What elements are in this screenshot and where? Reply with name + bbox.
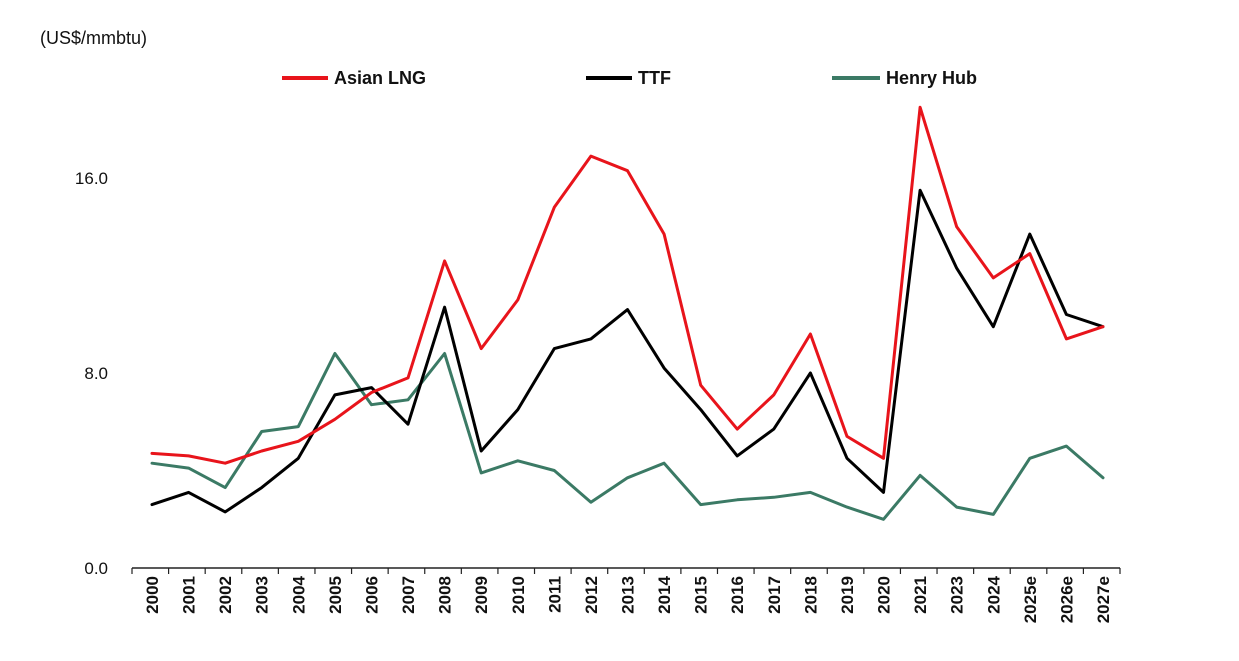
series-line-henry-hub: [150, 352, 1105, 521]
x-tick-label: 2016: [728, 576, 747, 614]
y-tick-label: 8.0: [84, 364, 108, 383]
x-tick-label: 2006: [362, 576, 381, 614]
x-tick-label: 2023: [948, 576, 967, 614]
x-tick-label: 2008: [436, 576, 455, 614]
x-tick-label: 2005: [326, 576, 345, 614]
x-tick-label: 2017: [765, 576, 784, 614]
x-tick-label: 2021: [911, 576, 930, 614]
x-tick-label: 2019: [838, 576, 857, 614]
series-line-asian-lng: [150, 105, 1105, 465]
x-tick-label: 2014: [655, 575, 674, 613]
legend-label-asian-lng: Asian LNG: [334, 68, 426, 88]
x-tick-label: 2004: [289, 575, 308, 613]
x-tick-label: 2025e: [1021, 576, 1040, 623]
x-tick-label: 2001: [180, 576, 199, 614]
x-tick-label: 2024: [984, 575, 1003, 613]
x-tick-label: 2009: [472, 576, 491, 614]
x-tick-label: 2013: [619, 576, 638, 614]
x-tick-label: 2026e: [1057, 576, 1076, 623]
x-tick-label: 2012: [582, 576, 601, 614]
unit-label: (US$/mmbtu): [40, 28, 147, 48]
legend: Asian LNG TTF Henry Hub: [282, 68, 977, 88]
x-tick-label: 2007: [399, 576, 418, 614]
x-tick-label: 2000: [143, 576, 162, 614]
x-tick-label: 2010: [509, 576, 528, 614]
legend-label-ttf: TTF: [638, 68, 671, 88]
y-tick-label: 16.0: [75, 169, 108, 188]
x-tick-label: 2002: [216, 576, 235, 614]
x-tick-label: 2027e: [1094, 576, 1113, 623]
y-tick-label: 0.0: [84, 559, 108, 578]
y-axis: 0.0 8.0 16.0: [75, 169, 108, 578]
series-line-ttf: [150, 188, 1105, 514]
x-tick-label: 2020: [875, 576, 894, 614]
series-layer: [150, 105, 1105, 521]
x-tick-label: 2018: [801, 576, 820, 614]
x-tick-label: 2011: [545, 576, 564, 613]
x-tick-label: 2003: [253, 576, 272, 614]
x-axis: 2000 2001 2002 2003 2004 2005 2006 2007 2008 2009…: [131, 567, 1121, 623]
legend-label-henry-hub: Henry Hub: [886, 68, 977, 88]
x-tick-label: 2015: [692, 576, 711, 614]
